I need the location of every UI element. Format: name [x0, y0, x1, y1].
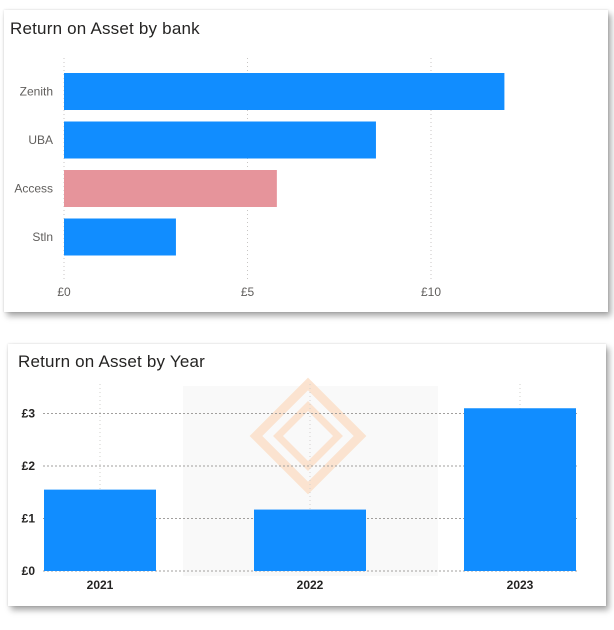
- year-chart-panel: Return on Asset by Year £0 £1 £2 £3 2021 2022…: [8, 344, 606, 606]
- year-bar-2023[interactable]: [464, 408, 576, 571]
- bank-bar-access[interactable]: [64, 170, 277, 207]
- bank-chart-plot: £0 £5 £10 Zenith UBA Access Stln: [14, 58, 505, 299]
- year-y-tick-label: £3: [22, 407, 36, 421]
- year-y-tick-label: £2: [22, 459, 36, 473]
- bank-x-tick-label: £0: [57, 285, 71, 299]
- year-y-tick-label: £0: [22, 564, 36, 578]
- bank-bar-uba[interactable]: [64, 121, 376, 159]
- bank-bar-stln[interactable]: [64, 218, 176, 256]
- year-category-label: 2021: [87, 578, 114, 592]
- bank-category-label: Zenith: [20, 85, 53, 99]
- bank-x-tick-label: £10: [421, 285, 441, 299]
- bank-category-label: Stln: [32, 230, 53, 244]
- bank-bar-zenith[interactable]: [64, 73, 505, 110]
- year-chart-title: Return on Asset by Year: [18, 352, 206, 371]
- year-chart-plot: £0 £1 £2 £3 2021 2022 2023: [22, 377, 578, 592]
- bank-category-label: Access: [14, 182, 53, 196]
- bank-chart-title: Return on Asset by bank: [10, 19, 200, 38]
- bank-chart-panel: Return on Asset by bank £0 £5 £10 Zenith UBA…: [4, 10, 608, 312]
- year-category-label: 2023: [507, 578, 534, 592]
- bank-x-tick-label: £5: [241, 285, 255, 299]
- year-bar-2021[interactable]: [44, 489, 156, 571]
- year-category-label: 2022: [297, 578, 324, 592]
- year-y-tick-label: £1: [22, 512, 36, 526]
- year-bar-2022[interactable]: [254, 509, 366, 571]
- bank-category-label: UBA: [28, 133, 53, 147]
